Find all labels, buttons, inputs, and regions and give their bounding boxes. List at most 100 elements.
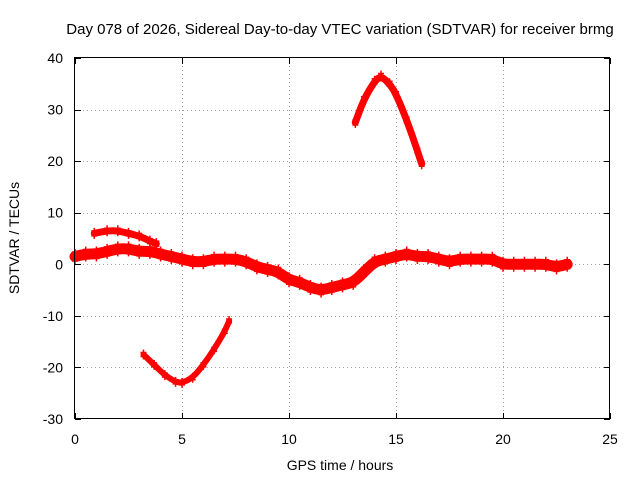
data-point-marker [339, 277, 346, 284]
data-point-marker [275, 264, 282, 271]
data-point-marker [318, 282, 325, 289]
data-point-marker [393, 249, 399, 256]
data-point-marker [510, 256, 517, 263]
data-point-marker [457, 251, 464, 258]
data-point-marker [500, 265, 506, 272]
data-point-marker [510, 265, 517, 272]
data-point-marker [352, 116, 359, 123]
data-point-marker [371, 80, 378, 87]
data-point-marker [125, 250, 132, 257]
data-point-marker [114, 241, 121, 248]
data-point-marker [221, 251, 228, 258]
data-point-marker [221, 260, 228, 267]
x-tick-label: 20 [495, 431, 511, 447]
data-point-marker [243, 254, 250, 261]
data-point-marker [386, 83, 393, 90]
data-point-marker [553, 259, 560, 266]
series-high-arc [351, 74, 426, 168]
data-point-marker [435, 260, 442, 267]
data-point-marker [532, 265, 539, 272]
data-point-marker [425, 258, 432, 265]
data-point-marker [371, 254, 378, 261]
data-point-marker [307, 288, 314, 295]
data-point-marker [243, 263, 250, 270]
data-point-marker [386, 78, 393, 85]
data-point-marker [382, 251, 389, 258]
data-point-marker [157, 255, 164, 262]
data-point-marker [253, 268, 260, 275]
data-point-marker [360, 264, 367, 271]
data-point-marker [125, 241, 132, 248]
data-point-marker [114, 225, 121, 232]
data-point-marker [489, 260, 496, 267]
data-point-marker [179, 260, 185, 267]
data-point-marker [564, 265, 571, 272]
series-main-band-markers [72, 241, 571, 298]
data-point-marker [478, 260, 485, 267]
chart-title: Day 078 of 2026, Sidereal Day-to-day VTE… [66, 21, 613, 38]
data-point-marker [296, 283, 303, 290]
data-point-marker [307, 279, 314, 286]
x-tick-label: 15 [388, 431, 404, 447]
data-point-marker [296, 274, 303, 281]
data-point-marker [542, 265, 549, 272]
data-point-marker [226, 320, 233, 327]
data-point-marker [371, 75, 378, 82]
data-point-marker [339, 286, 346, 293]
data-point-marker [136, 230, 143, 237]
y-tick-label: 0 [55, 256, 63, 272]
data-point-marker [82, 255, 89, 262]
data-point-marker [564, 256, 571, 263]
data-point-marker [378, 75, 385, 82]
data-point-marker [403, 255, 410, 262]
axis-ticks: 0 5 10 15 20 25 -30 -20 -10 0 10 20 30 40 [43, 50, 618, 447]
data-point-marker [286, 272, 292, 279]
data-point-marker [91, 232, 98, 239]
data-point-marker [435, 251, 442, 258]
data-point-marker [114, 250, 121, 257]
data-point-marker [414, 150, 421, 157]
data-point-marker [179, 381, 185, 388]
y-tick-label: 10 [47, 205, 63, 221]
data-point-marker [382, 260, 389, 267]
x-axis-label: GPS time / hours [287, 457, 394, 473]
x-tick-label: 25 [602, 431, 618, 447]
data-point-marker [350, 283, 357, 290]
data-point-marker [172, 380, 179, 387]
data-point-marker [446, 254, 453, 261]
data-point-marker [371, 263, 378, 270]
data-series-layer [69, 70, 573, 388]
data-point-marker [153, 238, 160, 245]
x-tick-label: 5 [178, 431, 186, 447]
plot-frame [74, 57, 610, 419]
data-point-marker [151, 363, 158, 370]
data-point-marker [232, 260, 239, 267]
data-point-marker [125, 232, 132, 239]
x-tick-label: 10 [281, 431, 297, 447]
data-point-marker [153, 243, 160, 250]
grid-lines [75, 58, 610, 419]
series-high-arc-markers [352, 70, 425, 170]
data-point-marker [179, 251, 185, 258]
series-upper-band-markers [91, 225, 160, 250]
data-point-marker [211, 251, 218, 258]
data-point-marker [104, 243, 111, 250]
data-point-marker [104, 225, 111, 232]
data-point-marker [82, 246, 89, 253]
data-point-marker [221, 330, 228, 337]
data-point-marker [418, 158, 425, 165]
series-main-band [69, 243, 573, 295]
data-point-marker [328, 279, 335, 286]
data-point-marker [352, 121, 359, 128]
y-tick-label: -10 [43, 308, 63, 324]
data-point-marker [457, 260, 464, 267]
data-point-marker [467, 260, 474, 267]
data-point-marker [200, 263, 207, 270]
data-point-marker [136, 252, 143, 259]
series-upper-band [90, 227, 160, 248]
data-point-marker [360, 93, 367, 100]
data-point-marker [360, 273, 367, 280]
y-tick-label: -30 [43, 411, 63, 427]
y-tick-label: 40 [47, 50, 63, 66]
